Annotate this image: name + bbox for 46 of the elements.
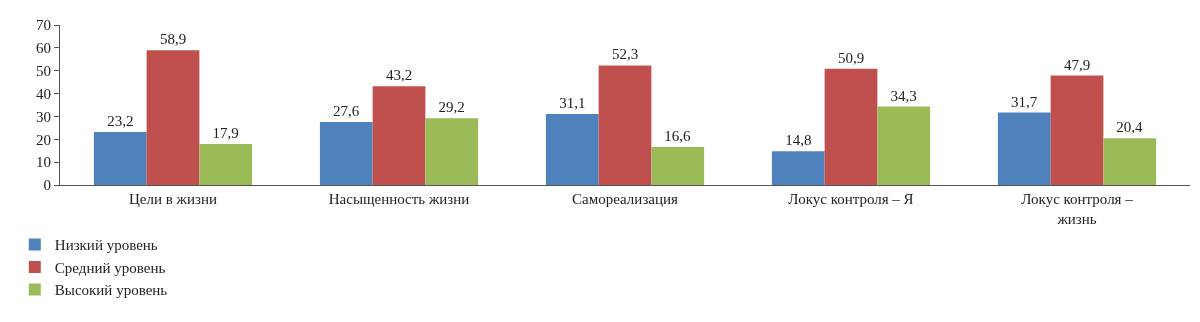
y-tick-label: 40	[36, 85, 51, 102]
data-label: 23,2	[107, 112, 134, 129]
data-label: 14,8	[785, 132, 812, 149]
y-tick-label: 30	[36, 108, 51, 125]
legend-label: Высокий уровень	[54, 282, 168, 299]
bar	[651, 147, 705, 185]
data-label: 47,9	[1063, 56, 1091, 73]
bar	[93, 131, 147, 185]
y-tick-label: 0	[43, 177, 51, 194]
data-label: 17,9	[212, 125, 239, 142]
data-label: 34,3	[890, 87, 917, 104]
x-tick-label: Локус контроля – жизнь	[1021, 191, 1134, 227]
y-tick-label: 10	[36, 154, 51, 171]
bar	[545, 113, 599, 185]
legend-label: Средний уровень	[54, 259, 166, 276]
bar	[771, 151, 825, 185]
y-tick-label: 70	[36, 17, 51, 34]
x-tick-label: Самореализация	[572, 191, 679, 207]
legend-label: Низкий уровень	[54, 237, 158, 254]
x-tick-label: Цели в жизни	[129, 191, 217, 207]
data-label: 16,6	[664, 128, 692, 145]
data-label: 43,2	[385, 67, 413, 84]
data-label: 27,6	[332, 102, 360, 119]
bar	[824, 68, 878, 185]
y-tick-label: 20	[36, 131, 51, 148]
bar	[1050, 75, 1104, 185]
bar	[598, 65, 652, 185]
y-tick-label: 50	[36, 62, 51, 79]
bar	[997, 112, 1051, 185]
data-label: 31,1	[559, 94, 586, 111]
y-tick-label: 60	[36, 40, 51, 57]
bar	[372, 86, 426, 185]
data-label: 31,7	[1010, 93, 1038, 110]
bar	[877, 106, 931, 185]
data-label: 29,2	[438, 99, 465, 116]
bar	[425, 118, 479, 185]
x-tick-label: Локус контроля – Я	[788, 191, 914, 207]
bar	[319, 121, 373, 185]
x-tick-label: Насыщенность жизни	[328, 191, 470, 207]
data-label: 58,9	[159, 31, 187, 48]
bar	[1103, 138, 1157, 185]
data-label: 52,3	[611, 46, 639, 63]
bar	[199, 144, 253, 185]
bar	[146, 50, 200, 185]
data-label: 50,9	[837, 49, 865, 66]
data-label: 20,4	[1116, 119, 1144, 136]
